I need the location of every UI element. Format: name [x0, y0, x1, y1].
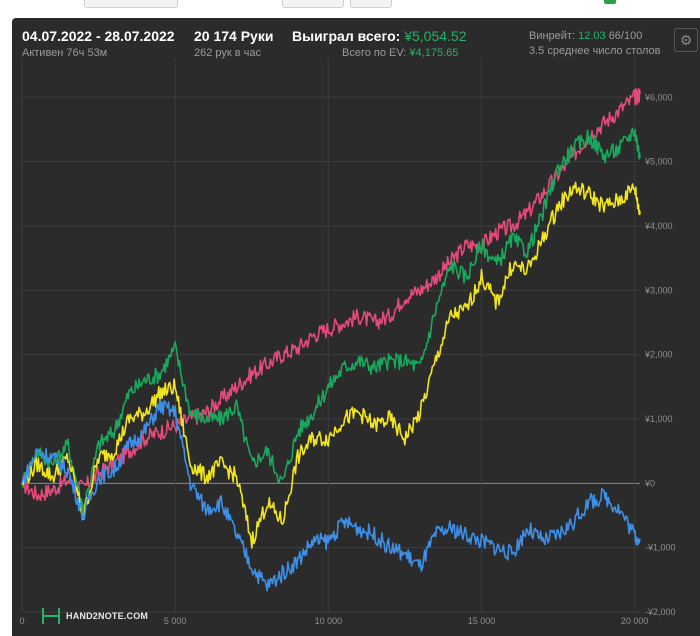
total-ev: Всего по EV: ¥4,175.65	[342, 47, 458, 59]
x-tick-label: 20 000	[621, 616, 649, 626]
graph-panel: 04.07.2022 - 28.07.2022 Активен 76ч 53м …	[12, 18, 700, 636]
series-line-2	[21, 127, 641, 518]
winrate-label: Винрейт:	[529, 30, 576, 42]
x-tick-label: 10 000	[315, 616, 343, 626]
y-tick-label: ¥1,000	[644, 414, 673, 424]
logo-text: HAND2NOTE.COM	[66, 611, 149, 621]
total-won: Выиграл всего: ¥5,054.52	[292, 28, 467, 44]
active-time: Активен 76ч 53м	[22, 47, 108, 59]
profit-graph: ¥6,000 ¥5,000 ¥4,000 ¥3,000 ¥2,000 ¥1,000 ¥0 -¥…	[19, 58, 676, 626]
y-tick-label: ¥6,000	[644, 92, 673, 102]
x-tick-label: 0	[19, 616, 24, 626]
toolbar-button[interactable]	[282, 0, 344, 8]
total-ev-value: ¥4,175.65	[409, 47, 459, 59]
x-tick-label: 5 000	[164, 616, 187, 626]
avg-tables: 3.5 среднее число столов	[529, 45, 661, 57]
y-tick-label: ¥5,000	[644, 157, 673, 167]
h2n-logo-icon	[42, 608, 60, 624]
y-tick-label: -¥2,000	[645, 607, 676, 617]
toolbar-button[interactable]	[350, 0, 392, 8]
y-tick-label: -¥1,000	[645, 543, 676, 553]
total-ev-label: Всего по EV:	[342, 47, 407, 59]
winrate-extra: 66/100	[608, 30, 643, 42]
gear-icon[interactable]: ⚙	[674, 28, 698, 52]
series-line-4	[21, 398, 641, 592]
winrate: Винрейт: 12.03 66/100	[529, 30, 642, 42]
series-line-3	[21, 181, 641, 549]
toolbar-green-indicator	[604, 0, 616, 4]
total-won-label: Выиграл всего:	[292, 28, 401, 44]
date-range: 04.07.2022 - 28.07.2022	[22, 28, 175, 44]
y-tick-label: ¥4,000	[644, 221, 673, 231]
hands-per-hour: 262 рук в час	[194, 47, 262, 59]
hand2note-logo: HAND2NOTE.COM	[42, 608, 148, 624]
top-toolbar-strip	[0, 0, 700, 14]
y-tick-label: ¥3,000	[644, 285, 673, 295]
y-tick-label: ¥0	[644, 478, 655, 488]
winrate-value: 12.03	[578, 30, 606, 42]
x-tick-label: 15 000	[468, 616, 496, 626]
series-line-1	[21, 88, 641, 502]
toolbar-field[interactable]	[84, 0, 178, 8]
y-tick-label: ¥2,000	[644, 350, 673, 360]
hands-count: 20 174 Руки	[194, 28, 274, 44]
total-won-value: ¥5,054.52	[404, 28, 467, 44]
